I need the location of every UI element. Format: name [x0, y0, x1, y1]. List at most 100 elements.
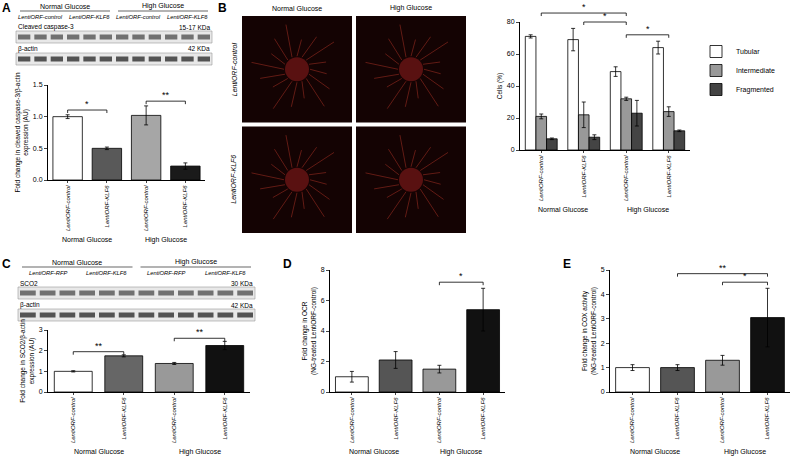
- svg-text:β-actin: β-actin: [20, 301, 40, 309]
- svg-text:LentiORF-RFP: LentiORF-RFP: [147, 270, 185, 276]
- svg-text:4: 4: [601, 291, 605, 298]
- svg-text:High Glucose: High Glucose: [145, 236, 187, 244]
- svg-text:Intermediate: Intermediate: [736, 67, 775, 74]
- svg-text:LentiORF-KLF6: LentiORF-KLF6: [230, 155, 237, 204]
- svg-text:LentiORF-control: LentiORF-control: [65, 185, 71, 231]
- svg-text:LentiORF-control: LentiORF-control: [629, 397, 635, 443]
- svg-text:Fold change in COX activity(NG: Fold change in COX activity(NG-treated L…: [581, 287, 597, 375]
- svg-text:E: E: [563, 257, 571, 271]
- svg-text:B: B: [218, 1, 227, 15]
- svg-text:3: 3: [39, 326, 43, 333]
- svg-text:*: *: [646, 24, 650, 34]
- svg-text:80: 80: [507, 18, 515, 25]
- svg-text:β-actin: β-actin: [18, 45, 38, 53]
- svg-text:LentiORF-control: LentiORF-control: [349, 397, 355, 443]
- svg-text:Cells (%): Cells (%): [496, 73, 504, 99]
- svg-text:0.0: 0.0: [33, 176, 43, 183]
- svg-text:**: **: [719, 263, 727, 273]
- svg-text:D: D: [283, 257, 292, 271]
- svg-text:0.5: 0.5: [33, 145, 43, 152]
- svg-text:2: 2: [321, 358, 325, 365]
- svg-text:Normal Glucose: Normal Glucose: [272, 5, 322, 12]
- svg-text:LentiORF-control: LentiORF-control: [719, 397, 725, 443]
- svg-text:*: *: [582, 2, 586, 12]
- svg-text:LentiORF-control: LentiORF-control: [538, 155, 544, 201]
- svg-text:LentiORF-control: LentiORF-control: [143, 185, 149, 231]
- svg-text:4: 4: [321, 327, 325, 334]
- svg-text:LentiORF-KLF6: LentiORF-KLF6: [121, 397, 127, 440]
- svg-text:2: 2: [39, 347, 43, 354]
- svg-text:5: 5: [601, 266, 605, 273]
- svg-text:Normal Glucose: Normal Glucose: [349, 448, 399, 455]
- svg-text:LentiORF-KLF6: LentiORF-KLF6: [393, 397, 399, 440]
- svg-text:LentiORF-control: LentiORF-control: [436, 397, 442, 443]
- svg-text:Fold change in cleaved caspase: Fold change in cleaved caspase-3/β-actin…: [14, 72, 30, 192]
- svg-text:LentiORF-control: LentiORF-control: [18, 14, 63, 20]
- svg-text:6: 6: [321, 297, 325, 304]
- svg-text:1.0: 1.0: [33, 113, 43, 120]
- svg-text:*: *: [459, 271, 463, 281]
- svg-text:LentiORF-control: LentiORF-control: [623, 155, 629, 201]
- svg-text:LentiORF-KLF6: LentiORF-KLF6: [674, 397, 680, 440]
- svg-text:High Glucose: High Glucose: [627, 206, 669, 214]
- svg-text:Fragmented: Fragmented: [736, 86, 774, 94]
- svg-text:1.5: 1.5: [33, 81, 43, 88]
- svg-text:High Glucose: High Glucose: [179, 448, 221, 456]
- svg-text:Normal Glucose: Normal Glucose: [40, 3, 90, 10]
- svg-text:30 KDa: 30 KDa: [231, 280, 253, 287]
- svg-text:High Glucose: High Glucose: [142, 2, 184, 10]
- svg-text:Fold change in OCR(NG-treated: Fold change in OCR(NG-treated LentiORF-c…: [301, 287, 317, 375]
- svg-text:LentiORF-KLF6: LentiORF-KLF6: [86, 270, 127, 276]
- svg-text:40: 40: [507, 82, 515, 89]
- svg-text:Cleaved caspase-3: Cleaved caspase-3: [18, 23, 74, 31]
- svg-text:1: 1: [601, 364, 605, 371]
- svg-text:LentiORF-KLF6: LentiORF-KLF6: [69, 14, 110, 20]
- svg-text:42 KDa: 42 KDa: [188, 45, 210, 52]
- svg-text:0: 0: [601, 388, 605, 395]
- svg-text:LentiORF-KLF6: LentiORF-KLF6: [764, 397, 770, 440]
- svg-text:*: *: [85, 99, 89, 109]
- svg-text:Normal Glucose: Normal Glucose: [630, 448, 680, 455]
- svg-text:A: A: [2, 1, 11, 15]
- svg-text:Normal Glucose: Normal Glucose: [538, 206, 588, 213]
- svg-text:Normal Glucose: Normal Glucose: [74, 448, 124, 455]
- svg-text:LentiORF-KLF6: LentiORF-KLF6: [222, 397, 228, 440]
- svg-text:2: 2: [601, 340, 605, 347]
- svg-text:1: 1: [39, 368, 43, 375]
- svg-text:Normal Glucose: Normal Glucose: [62, 236, 112, 243]
- svg-text:*: *: [603, 11, 607, 21]
- svg-text:**: **: [95, 341, 103, 351]
- svg-text:LentiORF-KLF6: LentiORF-KLF6: [205, 270, 246, 276]
- svg-text:0: 0: [321, 388, 325, 395]
- svg-text:High Glucose: High Glucose: [440, 448, 482, 456]
- svg-text:High Glucose: High Glucose: [175, 258, 217, 266]
- svg-text:20: 20: [507, 114, 515, 121]
- svg-text:LentiORF-KLF6: LentiORF-KLF6: [182, 185, 188, 228]
- svg-text:C: C: [2, 257, 11, 271]
- svg-text:LentiORF-RFP: LentiORF-RFP: [29, 270, 67, 276]
- svg-text:Tubular: Tubular: [736, 48, 760, 55]
- svg-text:Normal Glucose: Normal Glucose: [52, 259, 102, 266]
- svg-text:60: 60: [507, 50, 515, 57]
- svg-text:LentiORF-control: LentiORF-control: [116, 14, 161, 20]
- svg-text:0: 0: [511, 146, 515, 153]
- svg-text:3: 3: [601, 315, 605, 322]
- svg-text:0: 0: [39, 388, 43, 395]
- svg-text:*: *: [743, 271, 747, 281]
- svg-text:LentiORF-KLF6: LentiORF-KLF6: [666, 155, 672, 198]
- svg-text:**: **: [196, 327, 204, 337]
- svg-text:42 KDa: 42 KDa: [231, 302, 253, 309]
- svg-text:LentiORF-KLF6: LentiORF-KLF6: [581, 155, 587, 198]
- svg-text:LentiORF-control: LentiORF-control: [70, 397, 76, 443]
- svg-text:SCO2: SCO2: [20, 280, 38, 287]
- svg-text:LentiORF-KLF6: LentiORF-KLF6: [167, 14, 208, 20]
- svg-text:**: **: [162, 90, 170, 100]
- svg-text:Fold change in SCO2/β-actinexp: Fold change in SCO2/β-actinexpression (A…: [19, 319, 35, 403]
- svg-text:LentiORF-control: LentiORF-control: [171, 397, 177, 443]
- svg-text:LentiORF-KLF6: LentiORF-KLF6: [104, 185, 110, 228]
- svg-text:15-17 KDa: 15-17 KDa: [179, 24, 210, 31]
- svg-text:High Glucose: High Glucose: [724, 448, 766, 456]
- svg-text:LentiORF-KLF6: LentiORF-KLF6: [480, 397, 486, 440]
- svg-text:8: 8: [321, 266, 325, 273]
- svg-text:LentiORF-control: LentiORF-control: [231, 43, 238, 97]
